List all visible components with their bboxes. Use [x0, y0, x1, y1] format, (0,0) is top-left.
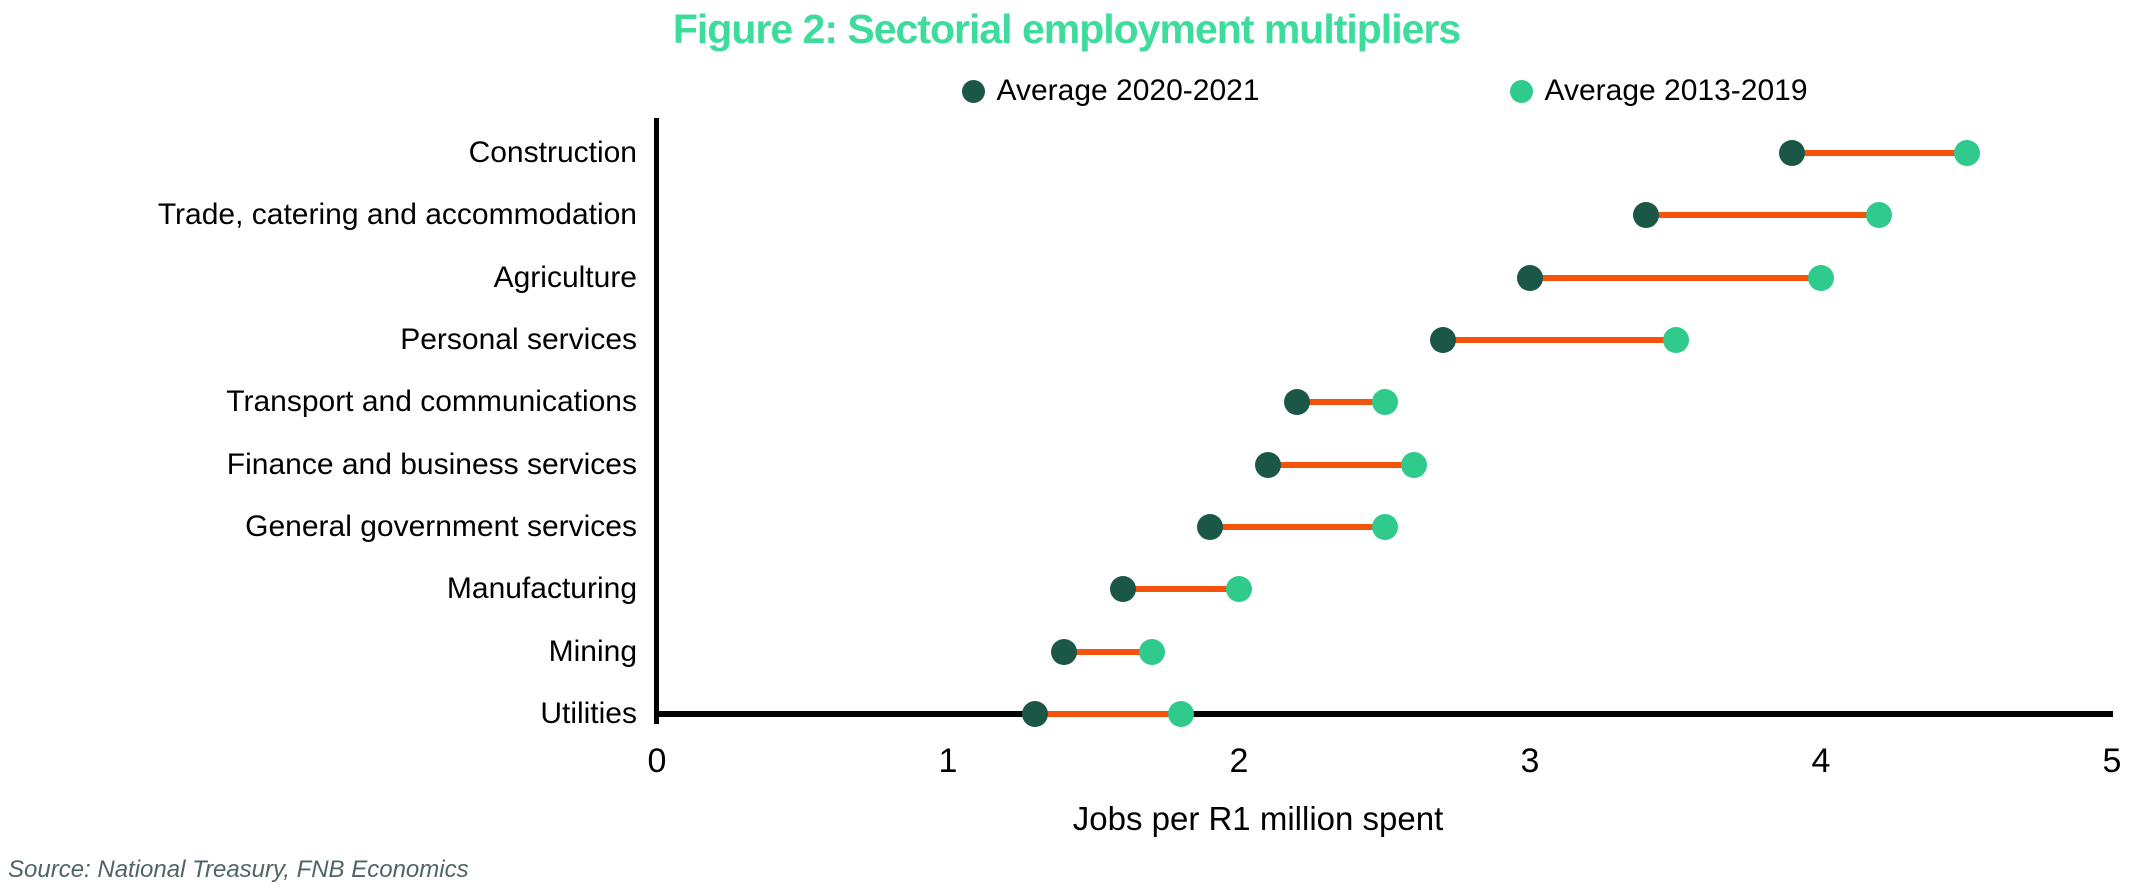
connector-line: [1442, 337, 1676, 343]
dot-avg-2013-2019: [1953, 140, 1980, 166]
connector-line: [1209, 524, 1385, 530]
dot-avg-2020-2021: [1022, 701, 1049, 727]
dot-avg-2013-2019: [1371, 514, 1398, 540]
x-tick-label: 2: [1229, 742, 1249, 780]
category-label: Transport and communications: [226, 385, 637, 419]
connector-line: [1268, 461, 1414, 468]
x-axis-title: Jobs per R1 million spent: [1072, 800, 1444, 837]
dot-avg-2020-2021: [1109, 576, 1136, 603]
dot-avg-2020-2021: [1284, 389, 1311, 416]
dot-avg-2013-2019: [1371, 389, 1398, 416]
x-tick-label: 1: [938, 742, 958, 780]
legend-label-avg-2013-2019: Average 2013-2019: [1544, 74, 1808, 107]
category-label: Agriculture: [493, 260, 637, 294]
connector-line: [1530, 274, 1821, 281]
dot-avg-2013-2019: [1400, 451, 1427, 478]
legend: Average 2020-2021 Average 2013-2019: [657, 74, 2112, 108]
category-label: Utilities: [540, 697, 637, 730]
x-tick-label: 5: [2102, 742, 2122, 780]
dot-avg-2013-2019: [1167, 701, 1194, 727]
connector-line: [1297, 399, 1385, 406]
y-axis-line: [654, 118, 659, 724]
dot-avg-2020-2021: [1196, 514, 1223, 540]
source-note: Source: National Treasury, FNB Economics: [8, 856, 469, 883]
dot-avg-2013-2019: [1226, 576, 1252, 603]
dot-avg-2020-2021: [1051, 638, 1078, 665]
x-tick-label: 4: [1811, 742, 1831, 780]
category-label: Mining: [548, 634, 637, 668]
dot-avg-2020-2021: [1517, 264, 1543, 291]
legend-dot-2013-2019-icon: [1509, 79, 1533, 103]
legend-item-avg-2013-2019: Average 2013-2019: [1509, 74, 1808, 108]
dot-avg-2013-2019: [1808, 264, 1834, 291]
connector-line: [1035, 711, 1181, 717]
legend-dot-2020-2021-icon: [961, 79, 985, 103]
dot-avg-2013-2019: [1138, 638, 1165, 665]
category-label: Trade, catering and accommodation: [157, 198, 637, 232]
connector-line: [1122, 586, 1239, 593]
chart-title: Figure 2: Sectorial employment multiplie…: [672, 6, 1461, 52]
dot-avg-2020-2021: [1255, 451, 1282, 478]
dot-avg-2013-2019: [1662, 327, 1689, 353]
category-label: Personal services: [400, 323, 637, 356]
connector-line: [1064, 648, 1152, 655]
category-label: Finance and business services: [226, 447, 637, 481]
legend-label-avg-2020-2021: Average 2020-2021: [996, 74, 1260, 107]
legend-item-avg-2020-2021: Average 2020-2021: [961, 74, 1260, 108]
x-tick-label: 0: [647, 742, 667, 780]
category-label: Construction: [468, 136, 637, 169]
connector-line: [1646, 212, 1880, 219]
x-axis-line: [654, 711, 2113, 717]
category-label: General government services: [245, 510, 637, 543]
dot-avg-2020-2021: [1778, 140, 1805, 166]
connector-line: [1791, 150, 1967, 156]
x-tick-label: 3: [1520, 742, 1540, 780]
dot-avg-2013-2019: [1866, 202, 1893, 229]
dot-avg-2020-2021: [1633, 202, 1660, 229]
dot-avg-2020-2021: [1429, 327, 1456, 353]
category-label: Manufacturing: [446, 572, 637, 606]
